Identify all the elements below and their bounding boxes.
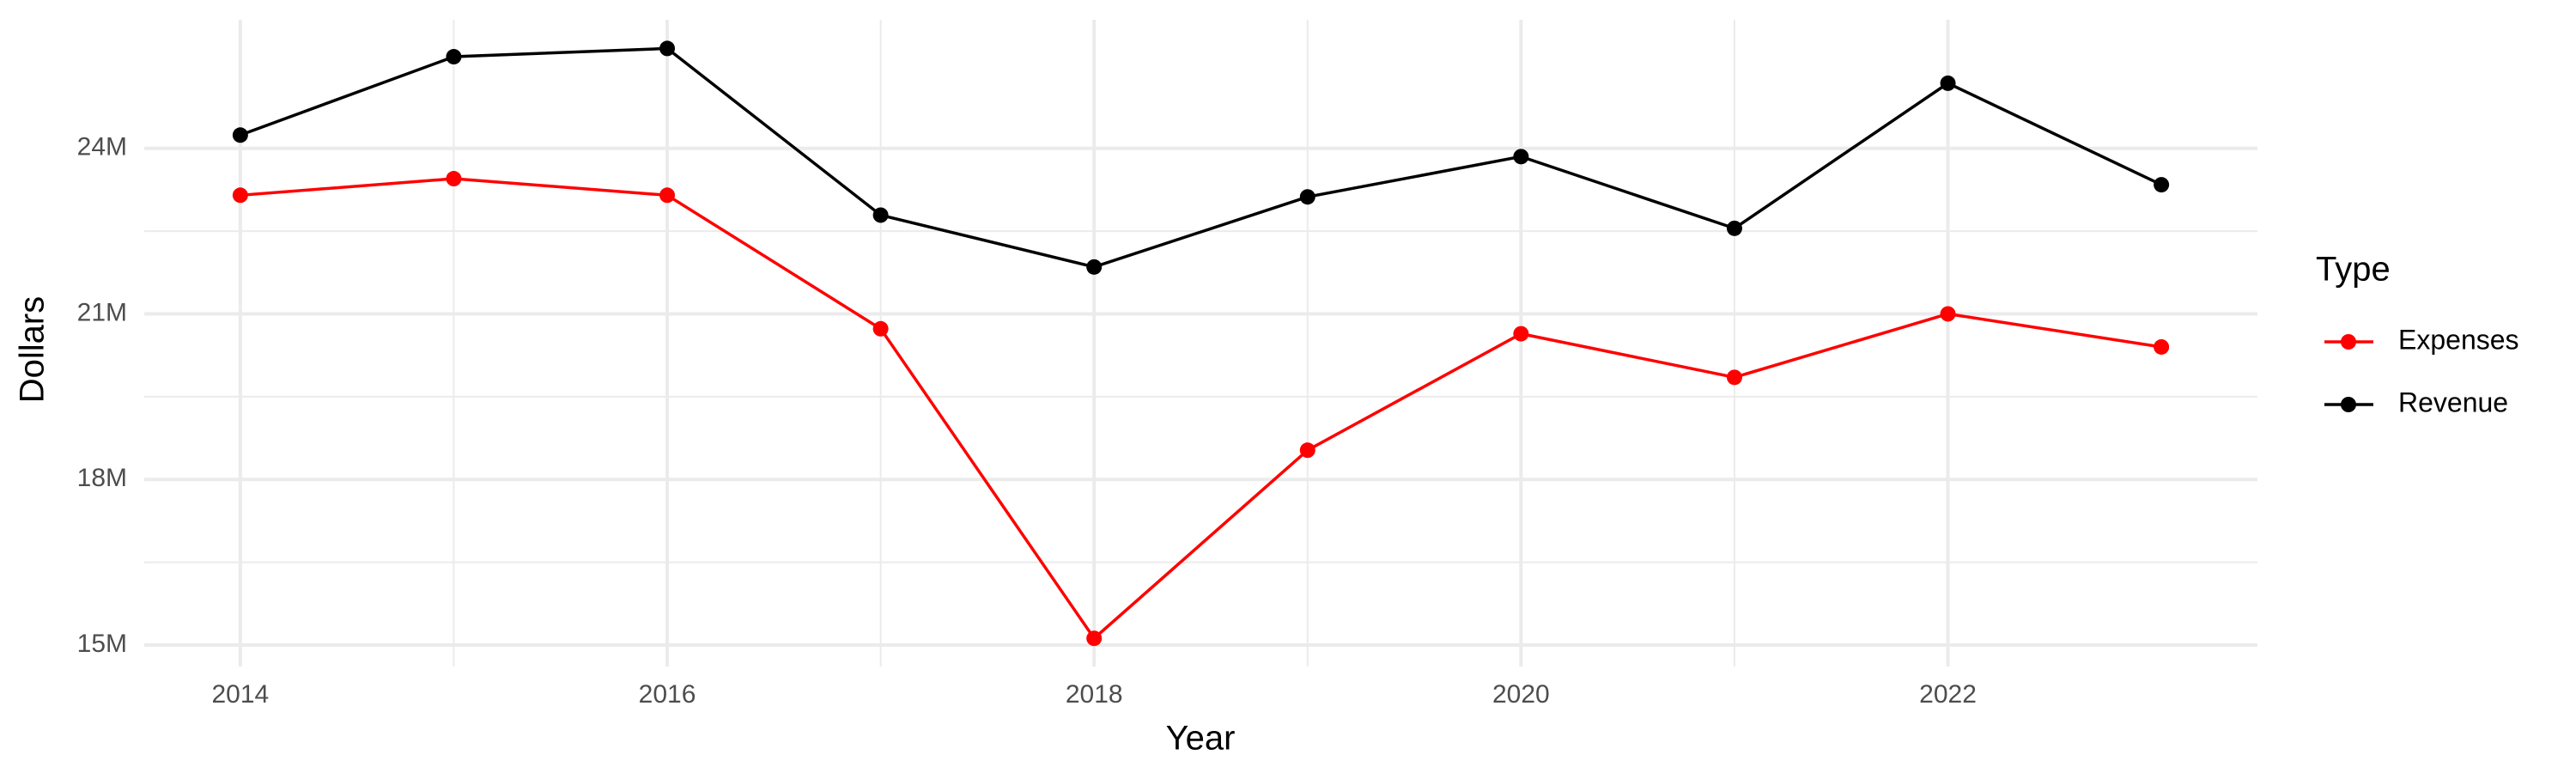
data-point bbox=[1513, 149, 1529, 165]
data-point bbox=[2154, 338, 2170, 355]
data-point bbox=[1299, 442, 1315, 459]
y-tick-label: 18M bbox=[77, 464, 127, 492]
data-point bbox=[446, 49, 462, 65]
legend-title: Type bbox=[2316, 251, 2391, 289]
data-point bbox=[659, 40, 676, 57]
x-tick-label: 2014 bbox=[211, 680, 269, 709]
legend-label: Expenses bbox=[2398, 324, 2519, 355]
data-point bbox=[872, 207, 889, 223]
x-tick-label: 2020 bbox=[1492, 680, 1550, 709]
data-point bbox=[1299, 189, 1315, 205]
x-tick-label: 2022 bbox=[1919, 680, 1977, 709]
data-point bbox=[232, 187, 248, 204]
data-point bbox=[446, 171, 462, 187]
y-tick-label: 15M bbox=[77, 630, 127, 658]
series-line bbox=[240, 46, 2162, 269]
legend-label: Revenue bbox=[2398, 386, 2508, 417]
data-point bbox=[1940, 75, 1956, 91]
data-point bbox=[872, 320, 889, 337]
legend-key-point bbox=[2341, 334, 2356, 350]
series-line bbox=[240, 177, 2162, 641]
data-point bbox=[1726, 369, 1742, 386]
x-axis-title: Year bbox=[1166, 720, 1236, 758]
data-point bbox=[2154, 177, 2170, 193]
data-point bbox=[1726, 220, 1742, 236]
x-tick-label: 2016 bbox=[639, 680, 696, 709]
x-tick-label: 2018 bbox=[1066, 680, 1123, 709]
data-point bbox=[1513, 326, 1529, 342]
y-axis-title: Dollars bbox=[14, 296, 52, 403]
data-point bbox=[1086, 630, 1103, 647]
data-point bbox=[659, 187, 676, 204]
data-point bbox=[1086, 259, 1103, 275]
y-tick-label: 24M bbox=[77, 133, 127, 161]
y-tick-label: 21M bbox=[77, 298, 127, 326]
data-point bbox=[1940, 306, 1956, 322]
legend-key-point bbox=[2341, 397, 2356, 412]
data-point bbox=[232, 127, 248, 143]
